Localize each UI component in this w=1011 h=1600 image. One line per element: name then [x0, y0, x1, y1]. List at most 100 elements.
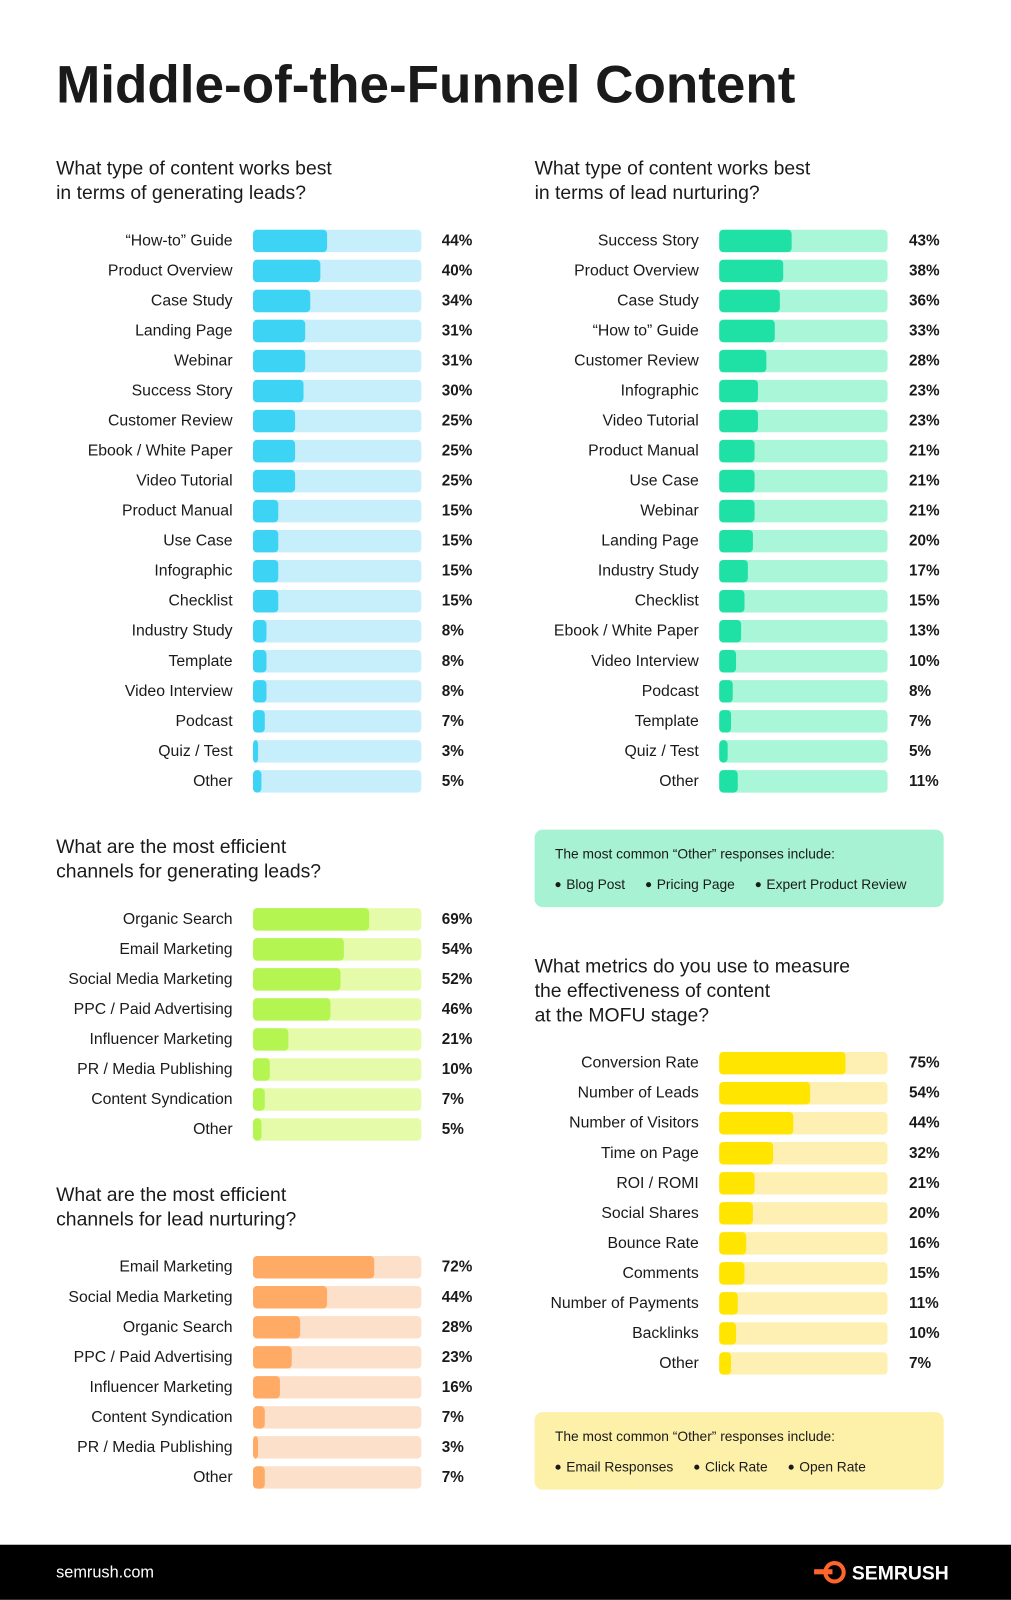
chart-title: the effectiveness of content	[535, 980, 771, 1002]
category-label: Other	[193, 1469, 233, 1486]
bar-track	[253, 469, 422, 493]
category-label: Other	[193, 1121, 233, 1138]
category-label: Influencer Marketing	[89, 1379, 232, 1396]
value-label: 36%	[909, 292, 940, 309]
bar	[253, 319, 306, 343]
value-label: 15%	[442, 533, 473, 550]
value-label: 7%	[909, 713, 932, 730]
bullet	[555, 882, 561, 888]
value-label: 21%	[909, 503, 940, 520]
bar-track	[719, 499, 888, 523]
bar-track	[719, 439, 888, 463]
bar-track	[719, 680, 888, 703]
value-label: 23%	[442, 1349, 473, 1366]
value-label: 16%	[909, 1235, 940, 1252]
bar	[719, 590, 745, 613]
chart-title: in terms of generating leads?	[56, 182, 306, 204]
bar	[719, 1142, 774, 1165]
chart-title: channels for lead nurturing?	[56, 1208, 296, 1230]
bar	[253, 559, 279, 583]
value-label: 7%	[442, 1469, 465, 1486]
bar-track	[253, 1118, 422, 1141]
category-label: Video Tutorial	[136, 473, 232, 490]
category-label: PR / Media Publishing	[77, 1439, 232, 1456]
value-label: 3%	[442, 743, 465, 760]
bar-track	[253, 590, 422, 613]
bar	[719, 680, 733, 703]
bullet	[555, 1464, 561, 1470]
value-label: 15%	[909, 1265, 940, 1282]
bar-track	[719, 1232, 888, 1255]
bar-track	[719, 529, 888, 553]
value-label: 44%	[909, 1115, 940, 1132]
category-label: Video Interview	[591, 653, 699, 670]
bar-track	[719, 1202, 888, 1225]
value-label: 30%	[442, 383, 473, 400]
value-label: 25%	[442, 413, 473, 430]
category-label: ROI / ROMI	[616, 1175, 698, 1192]
bullet	[694, 1464, 700, 1470]
bar	[253, 710, 265, 733]
value-label: 43%	[909, 232, 940, 249]
category-label: Conversion Rate	[581, 1055, 699, 1072]
value-label: 69%	[442, 911, 473, 928]
bar-track	[719, 409, 888, 433]
value-label: 25%	[442, 443, 473, 460]
value-label: 15%	[442, 503, 473, 520]
value-label: 8%	[442, 683, 465, 700]
value-label: 23%	[909, 383, 940, 400]
value-label: 10%	[909, 1325, 940, 1342]
category-label: Checklist	[169, 593, 234, 610]
category-label: Social Shares	[601, 1205, 699, 1222]
bar	[253, 229, 328, 253]
value-label: 31%	[442, 323, 473, 340]
bar-track	[253, 1406, 422, 1429]
value-label: 20%	[909, 533, 940, 550]
bar-track	[719, 740, 888, 763]
bar-track	[719, 710, 888, 733]
bar	[719, 1112, 794, 1135]
chart-title: at the MOFU stage?	[535, 1004, 710, 1026]
value-label: 20%	[909, 1205, 940, 1222]
category-label: PPC / Paid Advertising	[74, 1349, 233, 1366]
bar	[719, 1082, 811, 1105]
chart-title: What type of content works best	[535, 158, 811, 180]
bar	[253, 740, 259, 763]
bar	[253, 529, 279, 553]
bar	[253, 1256, 375, 1279]
category-label: Quiz / Test	[158, 743, 233, 760]
value-label: 15%	[909, 593, 940, 610]
value-label: 54%	[442, 941, 473, 958]
bar-track	[719, 620, 888, 643]
note-item: Blog Post	[566, 877, 625, 892]
bar	[253, 998, 331, 1021]
category-label: Email Marketing	[119, 1259, 232, 1276]
bar-track	[253, 740, 422, 763]
value-label: 15%	[442, 563, 473, 580]
category-label: Social Media Marketing	[68, 1289, 232, 1306]
value-label: 11%	[909, 1295, 939, 1312]
value-label: 8%	[909, 683, 932, 700]
note-item: Click Rate	[705, 1460, 768, 1475]
value-label: 34%	[442, 292, 473, 309]
note-box	[534, 1412, 944, 1490]
category-label: Content Syndication	[91, 1409, 232, 1426]
value-label: 21%	[909, 1175, 940, 1192]
bar	[719, 1352, 732, 1375]
chart-title: What metrics do you use to measure	[535, 955, 851, 977]
chart-title: What are the most efficient	[56, 836, 287, 858]
bar	[253, 1376, 280, 1399]
category-label: Use Case	[629, 473, 699, 490]
category-label: Podcast	[642, 683, 700, 700]
bar	[253, 770, 262, 793]
bar-track	[253, 559, 422, 583]
note-item: Email Responses	[566, 1460, 673, 1475]
category-label: Quiz / Test	[624, 743, 699, 760]
value-label: 7%	[442, 1409, 465, 1426]
value-label: 33%	[909, 323, 940, 340]
category-label: Backlinks	[632, 1325, 699, 1342]
bar	[253, 1088, 265, 1111]
bar-track	[253, 1466, 422, 1489]
category-label: Product Overview	[574, 262, 699, 279]
